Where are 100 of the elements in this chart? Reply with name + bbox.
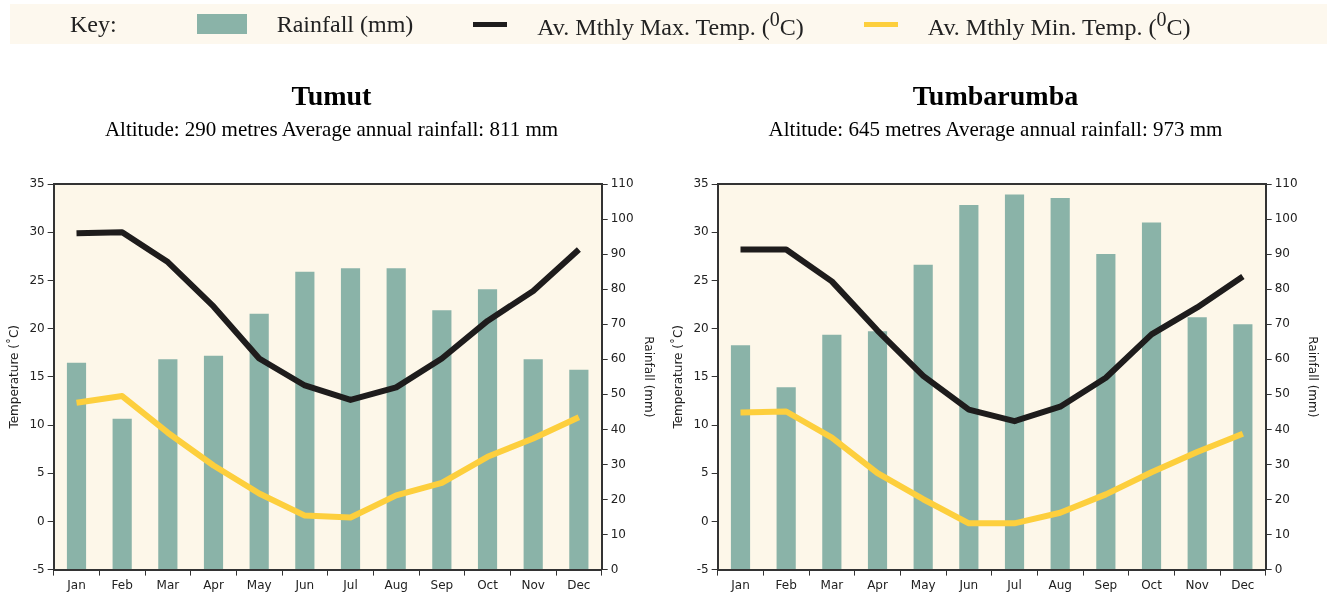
y2-tick-label: 60 xyxy=(610,351,626,366)
y2-tick-label: 70 xyxy=(1274,316,1290,331)
x-tick-label: May xyxy=(246,577,272,592)
bar xyxy=(1096,254,1116,570)
y-tick-label: 20 xyxy=(693,320,709,335)
y-tick-label: 5 xyxy=(701,465,709,480)
chart-subtitle: Altitude: 645 metres Average annual rainfall: 973 mm xyxy=(767,116,1224,143)
chart-title: Tumbarumba xyxy=(911,79,1080,113)
x-tick-label: Aug xyxy=(1048,577,1072,592)
y2-tick-label: 110 xyxy=(610,176,634,191)
bar xyxy=(249,313,269,570)
y-tick-label: 25 xyxy=(29,272,45,287)
legend-label: Av. Mthly Max. Temp. ($^{0}$C) xyxy=(537,7,804,41)
x-tick-label: Jan xyxy=(730,577,750,592)
x-tick-label: Nov xyxy=(1185,577,1209,592)
bar xyxy=(1141,222,1162,570)
bar xyxy=(913,264,933,570)
x-tick-label: Jan xyxy=(66,577,86,592)
y2-tick-label: 30 xyxy=(610,456,626,471)
x-tick-label: Oct xyxy=(1141,577,1163,592)
legend-title: Key: xyxy=(70,10,117,38)
x-tick-label: Dec xyxy=(567,577,591,592)
y2-tick-label: 20 xyxy=(1274,491,1290,506)
x-tick-label: Jul xyxy=(1006,577,1022,592)
y2-tick-label: 110 xyxy=(1274,176,1298,191)
legend-label: Rainfall (mm) xyxy=(276,10,414,38)
y2-tick-label: 40 xyxy=(1274,421,1290,436)
y2-tick-label: 30 xyxy=(1274,456,1290,471)
y2-tick-label: 50 xyxy=(610,386,626,401)
x-tick-label: Feb xyxy=(111,577,133,592)
y-tick-label: 20 xyxy=(29,320,45,335)
y2-tick-label: 10 xyxy=(1274,526,1290,541)
legend-label: Av. Mthly Min. Temp. ($^{0}$C) xyxy=(927,7,1191,41)
bar xyxy=(1004,194,1025,570)
y-tick-label: 0 xyxy=(37,513,45,528)
y2-tick-label: 50 xyxy=(1274,386,1290,401)
x-tick-label: May xyxy=(910,577,936,592)
bar xyxy=(158,359,178,570)
y2-axis-title: Rainfall (mm) xyxy=(1305,336,1320,418)
bar xyxy=(730,345,751,570)
y-tick-label: 0 xyxy=(701,513,709,528)
x-tick-label: Apr xyxy=(867,577,888,592)
bar xyxy=(1233,324,1253,570)
y2-tick-label: 90 xyxy=(610,246,626,261)
x-tick-label: Dec xyxy=(1231,577,1255,592)
bar xyxy=(569,369,589,570)
x-tick-label: Feb xyxy=(775,577,797,592)
x-tick-label: Nov xyxy=(521,577,545,592)
y2-tick-label: 80 xyxy=(610,281,626,296)
y-tick-label: 15 xyxy=(29,368,45,383)
y2-tick-label: 100 xyxy=(1274,211,1298,226)
y-tick-label: 5 xyxy=(37,465,45,480)
x-tick-label: Mar xyxy=(156,577,180,592)
x-tick-label: Jun xyxy=(958,577,979,592)
bar xyxy=(1187,317,1207,570)
x-tick-label: Sep xyxy=(1094,577,1118,592)
y2-tick-label: 70 xyxy=(610,316,626,331)
y-tick-label: 25 xyxy=(693,272,709,287)
x-tick-label: Jul xyxy=(342,577,358,592)
x-tick-label: Jun xyxy=(294,577,315,592)
y-tick-label: 15 xyxy=(693,368,709,383)
x-tick-label: Oct xyxy=(477,577,499,592)
bar xyxy=(432,310,452,570)
y-axis-title: Temperature (˚C) xyxy=(670,325,686,430)
y2-tick-label: 10 xyxy=(610,526,626,541)
bar xyxy=(1050,198,1070,570)
y2-tick-label: 0 xyxy=(610,561,619,576)
bar xyxy=(822,334,842,570)
chart-title: Tumut xyxy=(290,79,373,113)
y2-tick-label: 40 xyxy=(610,421,626,436)
y2-tick-label: 60 xyxy=(1274,351,1290,366)
x-tick-label: Sep xyxy=(430,577,454,592)
y-tick-label: 30 xyxy=(29,224,45,239)
y-tick-label: -5 xyxy=(32,561,45,576)
bar xyxy=(66,362,87,570)
x-tick-label: Apr xyxy=(203,577,224,592)
chart-subtitle: Altitude: 290 metres Average annual rainfall: 811 mm xyxy=(103,116,560,143)
y2-tick-label: 80 xyxy=(1274,281,1290,296)
y2-tick-label: 90 xyxy=(1274,246,1290,261)
bar xyxy=(295,271,315,570)
y-tick-label: 10 xyxy=(29,417,45,432)
y2-axis-title: Rainfall (mm) xyxy=(641,336,656,418)
bar xyxy=(386,268,406,570)
y-tick-label: 35 xyxy=(29,176,45,191)
bar xyxy=(340,268,361,570)
bar xyxy=(776,387,796,570)
y-tick-label: 10 xyxy=(693,417,709,432)
bar xyxy=(112,418,132,570)
x-tick-label: Aug xyxy=(384,577,408,592)
bar xyxy=(867,331,888,570)
bar xyxy=(523,359,543,570)
y2-tick-label: 0 xyxy=(1274,561,1283,576)
y2-tick-label: 20 xyxy=(610,491,626,506)
bar xyxy=(477,289,498,570)
y2-tick-label: 100 xyxy=(610,211,634,226)
y-tick-label: 35 xyxy=(693,176,709,191)
y-tick-label: -5 xyxy=(696,561,709,576)
y-axis-title: Temperature (˚C) xyxy=(6,325,22,430)
x-tick-label: Mar xyxy=(820,577,844,592)
bar xyxy=(959,205,979,570)
